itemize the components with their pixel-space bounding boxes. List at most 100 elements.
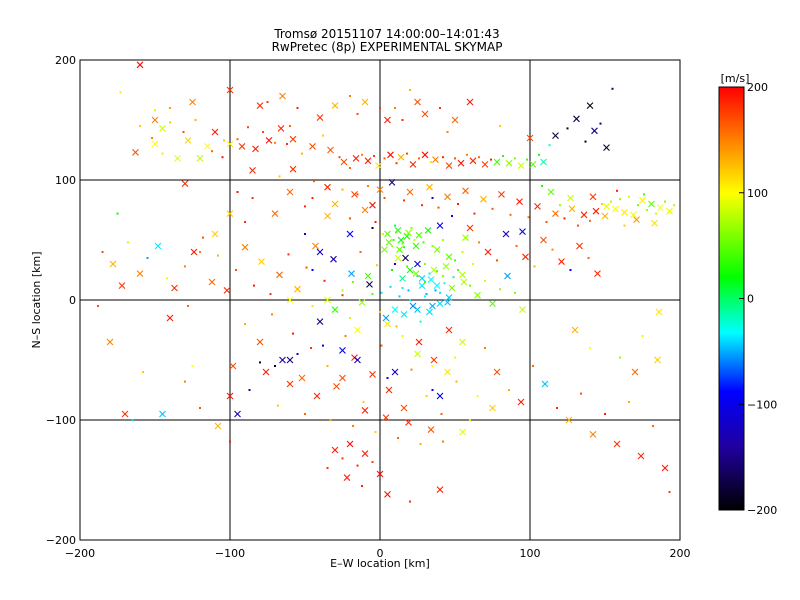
- data-point-dot: [409, 299, 411, 301]
- data-point-dot: [559, 204, 561, 207]
- data-point-dot: [131, 419, 134, 421]
- data-point-x-stroke: [316, 318, 324, 325]
- data-point-dot: [361, 485, 363, 487]
- data-point-x-stroke: [517, 162, 525, 169]
- data-point-dot: [646, 209, 648, 211]
- data-point-x-stroke: [534, 203, 541, 210]
- data-point-dot: [403, 199, 405, 202]
- data-point-dot: [139, 125, 141, 127]
- data-point-x-stroke: [630, 211, 637, 219]
- data-point-x: [414, 98, 421, 106]
- data-point-x: [265, 137, 273, 144]
- data-point-x-stroke: [171, 284, 178, 292]
- data-point-x: [361, 407, 369, 414]
- data-point-x: [661, 464, 669, 472]
- data-point-x-stroke: [436, 222, 444, 229]
- data-point-dot: [428, 272, 431, 275]
- data-point-dot: [454, 157, 456, 160]
- data-point-x-stroke: [459, 338, 466, 346]
- data-point-x: [339, 374, 346, 382]
- data-point-dot: [526, 158, 528, 161]
- data-point-dot: [349, 317, 351, 319]
- data-point-x: [369, 371, 376, 378]
- data-point-dot: [371, 227, 374, 229]
- data-point-x-stroke: [421, 110, 429, 118]
- x-tick-label: −100: [215, 547, 245, 560]
- data-point-x-stroke: [361, 407, 369, 414]
- data-point-dot: [401, 287, 404, 289]
- data-point-x-stroke: [387, 151, 394, 159]
- data-point-dot: [401, 335, 404, 337]
- data-point-dot: [146, 257, 149, 259]
- data-point-x: [426, 308, 433, 316]
- data-point-x: [279, 92, 286, 100]
- data-point-x: [517, 162, 525, 169]
- data-point-x: [612, 205, 619, 213]
- data-point-x: [448, 284, 456, 292]
- data-point-dot: [502, 155, 504, 157]
- data-point-x: [433, 282, 441, 289]
- data-point-dot: [628, 401, 630, 403]
- data-point-x: [402, 254, 409, 262]
- data-point-dot: [356, 193, 359, 196]
- data-point-x: [286, 296, 294, 304]
- data-point-x-stroke: [118, 282, 126, 289]
- data-point-x: [414, 260, 421, 268]
- data-point-x: [534, 203, 541, 210]
- data-point-x: [174, 155, 181, 162]
- data-point-x-stroke: [444, 368, 451, 376]
- data-point-dot: [478, 241, 480, 244]
- y-tick-label: 0: [69, 294, 76, 307]
- data-point-x-stroke: [526, 134, 534, 142]
- data-point-dot: [410, 227, 413, 229]
- data-point-dot: [356, 464, 359, 467]
- data-point-dot: [466, 153, 468, 156]
- data-point-dot: [643, 193, 645, 196]
- data-point-x: [526, 134, 534, 142]
- data-point-x: [376, 470, 384, 478]
- data-point-x: [396, 246, 403, 253]
- data-point-dot: [329, 419, 332, 421]
- data-point-x-stroke: [648, 200, 655, 208]
- data-point-x-stroke: [481, 161, 489, 168]
- data-point-dot: [236, 191, 239, 193]
- data-point-x: [409, 161, 417, 168]
- data-point-x-stroke: [324, 296, 331, 304]
- data-point-x-stroke: [412, 242, 420, 250]
- data-point-x: [241, 243, 249, 251]
- colorbar-tick-label: −100: [747, 398, 777, 411]
- data-point-dot: [584, 140, 587, 143]
- data-point-x-stroke: [331, 306, 339, 313]
- data-point-x-stroke: [603, 144, 610, 151]
- data-point-x: [327, 146, 334, 154]
- data-point-x: [384, 230, 391, 238]
- data-point-x-stroke: [402, 254, 409, 262]
- data-point-dot: [251, 197, 254, 199]
- data-point-x-stroke: [462, 187, 469, 195]
- data-point-x: [381, 246, 388, 253]
- data-point-dot: [409, 89, 411, 91]
- data-point-dot: [386, 377, 389, 379]
- data-point-x: [418, 282, 426, 289]
- data-point-x-stroke: [445, 253, 453, 261]
- data-point-dot: [431, 389, 434, 391]
- x-tick-label: 100: [520, 547, 541, 560]
- data-point-dot: [439, 291, 441, 294]
- data-point-dot: [262, 131, 264, 133]
- data-point-dot: [419, 320, 422, 323]
- data-point-x: [666, 207, 673, 215]
- data-point-x-stroke: [289, 165, 297, 173]
- data-point-dot: [424, 295, 426, 298]
- data-point-x: [621, 209, 628, 216]
- data-point-x-stroke: [312, 242, 319, 250]
- data-point-x-stroke: [498, 191, 505, 198]
- data-point-x-stroke: [529, 161, 537, 168]
- data-point-x-stroke: [369, 371, 376, 378]
- data-point-x: [412, 270, 420, 277]
- data-point-x-stroke: [223, 287, 231, 294]
- data-point-x: [430, 266, 438, 274]
- data-point-dot: [296, 107, 299, 109]
- data-point-dot: [619, 356, 621, 359]
- data-point-x-stroke: [339, 374, 346, 382]
